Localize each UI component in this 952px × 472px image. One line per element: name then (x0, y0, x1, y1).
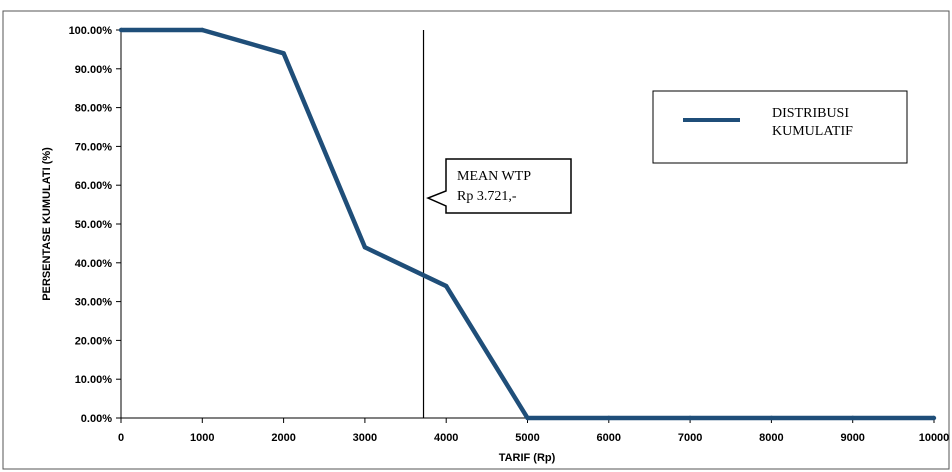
data-point (362, 245, 368, 250)
y-axis-ticks: 0.00% 10.00% 20.00% 30.00% 40.00% 50.00% 60.00… (69, 25, 121, 425)
x-tick-label: 2000 (271, 432, 295, 444)
data-point (769, 415, 774, 421)
x-tick-label: 6000 (597, 432, 621, 444)
x-tick-label: 0 (118, 432, 124, 444)
data-point (931, 415, 937, 421)
y-tick-label: 60.00% (75, 180, 113, 192)
data-point (444, 283, 449, 289)
y-tick-label: 40.00% (75, 258, 113, 270)
y-tick-label: 0.00% (81, 413, 112, 425)
y-tick-label: 30.00% (75, 297, 113, 309)
data-point (525, 415, 530, 421)
data-point (200, 27, 205, 33)
y-tick-label: 80.00% (75, 103, 113, 115)
x-axis-ticks: 0 1000 2000 3000 4000 5000 6000 7000 8000 9000 100… (118, 418, 949, 444)
y-tick-label: 100.00% (69, 25, 113, 37)
mean-wtp-callout: MEAN WTP Rp 3.721,- (426, 158, 572, 214)
y-tick-label: 20.00% (75, 335, 113, 347)
x-tick-label: 3000 (353, 432, 377, 444)
y-axis-title: PERSENTASE KUMULATI (%) (41, 147, 53, 301)
legend: DISTRIBUSI KUMULATIF (652, 90, 908, 164)
data-point (687, 415, 693, 421)
x-tick-label: 10000 (919, 432, 950, 444)
x-tick-label: 9000 (840, 432, 864, 444)
data-point (850, 415, 855, 421)
legend-box (652, 90, 908, 164)
callout-box (426, 158, 572, 214)
x-tick-label: 1000 (190, 432, 214, 444)
series-layer (118, 27, 937, 421)
x-axis-title: TARIF (Rp) (499, 452, 556, 464)
y-tick-label: 10.00% (75, 374, 113, 386)
legend-label-line1: DISTRIBUSI (772, 106, 849, 121)
x-tick-label: 4000 (434, 432, 458, 444)
data-point (606, 415, 611, 421)
data-point (118, 27, 124, 33)
callout-line2: Rp 3.721,- (457, 189, 517, 204)
y-tick-label: 90.00% (75, 64, 113, 76)
legend-label-line2: KUMULATIF (772, 124, 853, 139)
x-tick-label: 8000 (759, 432, 783, 444)
x-tick-label: 5000 (515, 432, 539, 444)
y-tick-label: 50.00% (75, 219, 113, 231)
x-tick-label: 7000 (678, 432, 702, 444)
callout-line1: MEAN WTP (457, 169, 531, 184)
y-tick-label: 70.00% (75, 141, 113, 153)
chart-frame (2, 10, 950, 470)
data-point (281, 51, 286, 56)
